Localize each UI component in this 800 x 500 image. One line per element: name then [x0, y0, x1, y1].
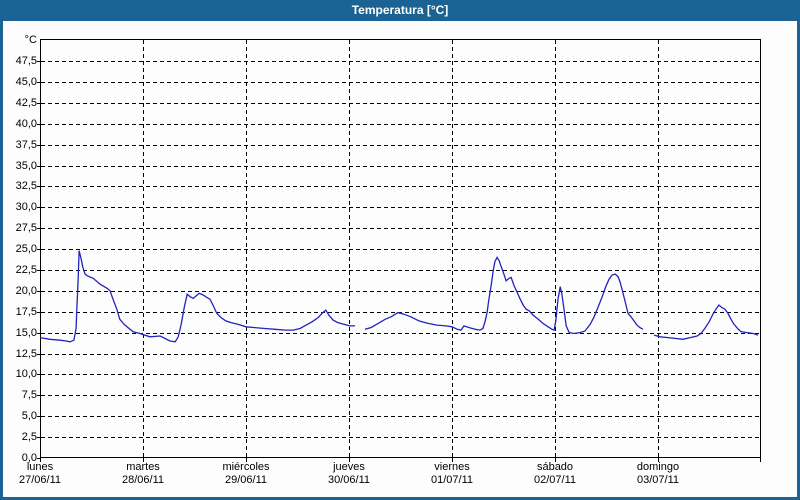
day-date-label: 01/07/11: [430, 474, 473, 486]
day-name-label: martes: [126, 461, 160, 473]
chart-title: Temperatura [°C]: [351, 3, 449, 17]
y-axis-tick-label: 40,0: [15, 117, 37, 130]
day-date-label: 28/06/11: [121, 474, 164, 486]
day-name-label: sábado: [536, 461, 574, 473]
temperature-line-segment: [39, 250, 355, 343]
day-name-label: domingo: [636, 461, 680, 473]
day-name-label: viernes: [434, 461, 470, 473]
y-axis-tick-label: 20,0: [15, 284, 37, 297]
y-axis-tick-label: 42,5: [15, 96, 37, 109]
day-date-label: 02/07/11: [533, 474, 576, 486]
temperature-plot: [37, 39, 761, 462]
day-date-label: 29/06/11: [224, 474, 267, 486]
day-date-label: 30/06/11: [327, 474, 370, 486]
x-axis-day-label: lunes 27/06/11: [0, 461, 88, 487]
y-axis-tick-label: 7,5: [21, 389, 37, 402]
day-name-label: lunes: [26, 461, 54, 473]
day-name-label: jueves: [333, 461, 365, 473]
day-date-label: 03/07/11: [636, 474, 679, 486]
y-axis-tick-label: 22,5: [15, 263, 37, 276]
y-axis-tick-label: 15,0: [15, 326, 37, 339]
y-axis-tick-label: 32,5: [15, 180, 37, 193]
temperature-line-segment: [364, 256, 644, 335]
y-axis-tick-label: 5,0: [21, 410, 37, 423]
x-axis-day-label: sábado 02/07/11: [507, 461, 603, 487]
title-bar[interactable]: Temperatura [°C]: [0, 0, 800, 21]
y-axis-tick-label: 10,0: [15, 368, 37, 381]
y-axis-unit-label: °C: [24, 34, 37, 46]
y-axis-tick-label: 37,5: [15, 138, 37, 151]
y-axis-tick-label: 35,0: [15, 159, 37, 172]
x-axis-day-label: martes 28/06/11: [95, 461, 191, 487]
day-date-label: 27/06/11: [18, 474, 61, 486]
y-axis-tick-label: 45,0: [15, 75, 37, 88]
y-axis-tick-label: 17,5: [15, 305, 37, 318]
x-axis-day-label: jueves 30/06/11: [301, 461, 397, 487]
y-axis-tick-label: 0,0: [21, 452, 37, 464]
y-axis-tick-label: 47,5: [15, 55, 37, 67]
y-axis-tick-label: 12,5: [15, 347, 37, 360]
temperature-line-segment: [653, 304, 759, 340]
y-axis-tick-label: 27,5: [15, 222, 37, 235]
y-axis-tick-label: 2,5: [21, 431, 37, 444]
y-axis-tick-label: 30,0: [15, 201, 37, 214]
day-name-label: miércoles: [222, 461, 270, 473]
y-axis-tick-label: 25,0: [15, 243, 37, 256]
x-axis-day-label: miércoles 29/06/11: [198, 461, 294, 487]
x-axis-day-label: viernes 01/07/11: [404, 461, 500, 487]
plot-border: [40, 39, 761, 458]
x-axis-day-label: domingo 03/07/11: [610, 461, 706, 487]
